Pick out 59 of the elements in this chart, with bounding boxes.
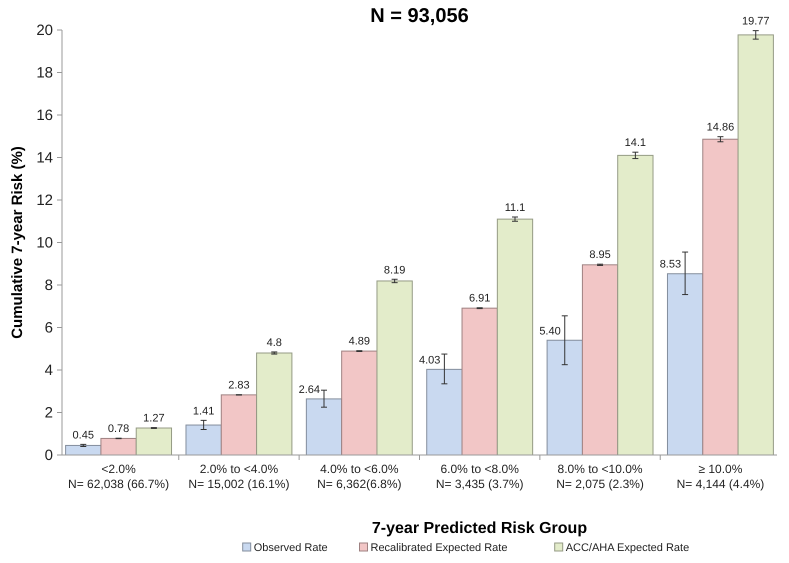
bar xyxy=(702,138,739,456)
y-tick-label: 4 xyxy=(44,362,53,379)
x-tick-label: 6.0% to <8.0% N= 3,435 (3.7%) xyxy=(436,462,524,491)
bar xyxy=(376,280,413,456)
y-tick-label: 18 xyxy=(36,64,53,82)
x-tick-label: 8.0% to <10.0% N= 2,075 (2.3%) xyxy=(556,462,644,491)
data-label: 0.78 xyxy=(108,423,130,436)
data-label: 5.40 xyxy=(539,325,561,338)
x-tick-label: <2.0% N= 62,038 (66.7%) xyxy=(68,462,170,491)
data-label: 2.83 xyxy=(228,380,250,392)
bar xyxy=(100,438,137,456)
y-tick-label: 10 xyxy=(36,234,53,252)
data-label: 1.27 xyxy=(143,412,165,425)
x-tick-label: 4.0% to <6.0% N= 6,362(6.8%) xyxy=(317,462,402,491)
y-tick-label: 14 xyxy=(36,150,53,166)
x-tick-label: ≥ 10.0% N= 4,144 (4.4%) xyxy=(676,462,764,491)
legend-label: Observed Rate xyxy=(254,542,328,554)
legend-label: Recalibrated Expected Rate xyxy=(370,542,508,554)
y-tick-label: 20 xyxy=(36,22,53,39)
data-label: 4.89 xyxy=(348,336,370,348)
bar xyxy=(582,264,618,456)
bar xyxy=(462,308,498,456)
data-label: 4.8 xyxy=(266,336,282,349)
y-tick-label: 6 xyxy=(44,320,53,336)
bar xyxy=(185,424,222,456)
bar xyxy=(306,398,342,456)
data-label: 14.86 xyxy=(706,122,734,134)
data-label: 8.95 xyxy=(589,249,611,262)
bar xyxy=(220,394,258,456)
data-label: 11.1 xyxy=(504,202,526,214)
data-label: 1.41 xyxy=(192,405,214,418)
y-tick-label: 2 xyxy=(44,404,53,422)
bar xyxy=(738,34,774,456)
bar xyxy=(546,340,583,456)
bar xyxy=(256,352,292,456)
y-axis-title: Cumulative 7-year Risk (%) xyxy=(9,146,26,339)
legend-label: ACC/AHA Expected Rate xyxy=(566,542,690,554)
bar xyxy=(496,218,534,456)
x-axis-title: 7-year Predicted Risk Group xyxy=(372,520,588,537)
data-label: 14.1 xyxy=(624,137,646,150)
bar xyxy=(65,444,102,456)
bar xyxy=(426,368,463,456)
data-label: 0.45 xyxy=(72,429,94,442)
data-label: 8.53 xyxy=(660,258,682,271)
bar xyxy=(136,428,172,456)
data-label: 6.91 xyxy=(468,292,490,305)
y-tick-label: 12 xyxy=(36,192,53,209)
x-tick-label: 2.0% to <4.0% N= 15,002 (16.1%) xyxy=(188,462,290,491)
y-tick-label: 16 xyxy=(36,107,53,124)
chart-title: N = 93,056 xyxy=(370,5,469,27)
bar xyxy=(617,154,654,456)
data-label: 2.64 xyxy=(298,384,320,396)
data-label: 19.77 xyxy=(742,16,770,28)
y-tick-label: 8 xyxy=(44,277,53,294)
bar xyxy=(341,350,378,456)
bar xyxy=(666,273,704,456)
data-label: 8.19 xyxy=(384,264,406,276)
data-label: 4.03 xyxy=(418,354,440,366)
y-tick-label: 0 xyxy=(44,447,53,464)
